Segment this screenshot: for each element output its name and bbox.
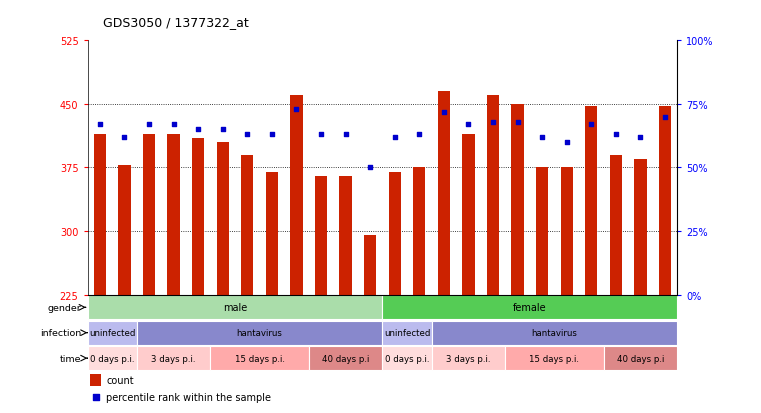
Bar: [610, 155, 622, 295]
Text: 40 days p.i: 40 days p.i: [616, 354, 664, 363]
Point: [241, 132, 253, 138]
Bar: [603, 346, 677, 370]
Point: [339, 132, 352, 138]
Bar: [511, 104, 524, 295]
Bar: [315, 176, 327, 295]
Text: uninfected: uninfected: [384, 328, 430, 337]
Bar: [167, 134, 180, 295]
Point: [290, 107, 302, 113]
Bar: [266, 172, 278, 295]
Bar: [389, 172, 401, 295]
Text: female: female: [513, 303, 546, 313]
Point: [192, 127, 204, 133]
Text: percentile rank within the sample: percentile rank within the sample: [107, 392, 272, 402]
Bar: [309, 346, 382, 370]
Point: [561, 140, 573, 146]
Text: hantavirus: hantavirus: [237, 328, 282, 337]
Bar: [585, 107, 597, 295]
Bar: [339, 176, 352, 295]
Text: 3 days p.i.: 3 days p.i.: [446, 354, 491, 363]
Bar: [192, 138, 204, 295]
Bar: [462, 134, 475, 295]
Bar: [413, 168, 425, 295]
Point: [413, 132, 425, 138]
Bar: [659, 107, 671, 295]
Point: [536, 134, 548, 141]
Bar: [118, 166, 131, 295]
Text: hantavirus: hantavirus: [531, 328, 578, 337]
Point: [635, 134, 647, 141]
Text: GDS3050 / 1377322_at: GDS3050 / 1377322_at: [103, 16, 249, 29]
Point: [610, 132, 622, 138]
Text: gender: gender: [48, 303, 81, 312]
Bar: [561, 168, 573, 295]
Point: [585, 122, 597, 128]
Bar: [290, 96, 303, 295]
Bar: [137, 321, 382, 345]
Bar: [143, 134, 155, 295]
Text: 0 days p.i.: 0 days p.i.: [385, 354, 429, 363]
Bar: [88, 321, 137, 345]
Bar: [487, 96, 499, 295]
Bar: [364, 236, 376, 295]
Bar: [241, 155, 253, 295]
Point: [659, 114, 671, 121]
Bar: [382, 346, 431, 370]
Bar: [137, 346, 210, 370]
Bar: [382, 321, 431, 345]
Bar: [634, 160, 647, 295]
Point: [315, 132, 327, 138]
Bar: [431, 346, 505, 370]
Bar: [94, 134, 106, 295]
Bar: [88, 346, 137, 370]
Point: [511, 119, 524, 126]
Text: time: time: [60, 354, 81, 363]
Bar: [210, 346, 309, 370]
Point: [463, 122, 475, 128]
Bar: [88, 295, 382, 320]
Text: infection: infection: [40, 328, 81, 337]
Text: uninfected: uninfected: [89, 328, 135, 337]
Text: 0 days p.i.: 0 days p.i.: [90, 354, 135, 363]
Bar: [91, 374, 101, 386]
Text: male: male: [223, 303, 247, 313]
Point: [167, 122, 180, 128]
Point: [364, 165, 376, 171]
Point: [94, 122, 106, 128]
Point: [143, 122, 155, 128]
Point: [118, 134, 130, 141]
Point: [90, 394, 102, 401]
Bar: [217, 143, 229, 295]
Text: 3 days p.i.: 3 days p.i.: [151, 354, 196, 363]
Point: [438, 109, 450, 116]
Text: 40 days p.i: 40 days p.i: [322, 354, 369, 363]
Point: [389, 134, 401, 141]
Bar: [536, 168, 548, 295]
Text: 15 days p.i.: 15 days p.i.: [530, 354, 579, 363]
Point: [487, 119, 499, 126]
Text: 15 days p.i.: 15 days p.i.: [234, 354, 285, 363]
Bar: [438, 92, 450, 295]
Point: [266, 132, 278, 138]
Bar: [505, 346, 603, 370]
Text: count: count: [107, 375, 134, 385]
Point: [217, 127, 229, 133]
Bar: [382, 295, 677, 320]
Bar: [431, 321, 677, 345]
